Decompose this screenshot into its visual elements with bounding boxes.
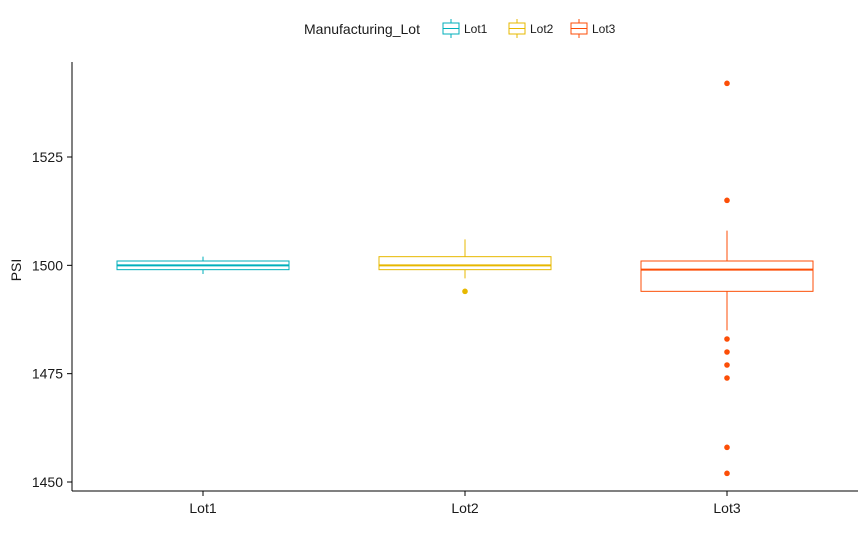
outlier-point [724,336,730,342]
y-tick-label: 1475 [32,366,63,382]
outlier-point [724,444,730,451]
box-lot1 [116,256,290,274]
legend-item-lot2: Lot2 [508,19,554,38]
y-axis-title: PSI [8,259,24,282]
box-iqr [378,256,552,271]
x-tick-label: Lot2 [451,500,478,516]
outlier-point [724,197,730,204]
legend-item-lot3: Lot3 [570,19,616,38]
outlier-point [462,288,468,295]
legend: Manufacturing_Lot Lot1 Lot2 Lot3 [304,19,616,38]
y-tick-label: 1500 [32,257,63,273]
outlier-point [724,349,730,355]
outlier-point [724,80,730,87]
outlier-point [724,470,730,477]
legend-items: Lot1 Lot2 Lot3 [442,19,616,38]
x-tick-label: Lot3 [713,500,740,516]
box-lot2 [378,239,552,295]
legend-item-lot1: Lot1 [442,19,488,38]
y-axis-ticks: 1450 1475 1500 1525 [32,149,72,490]
box-lot3 [640,80,814,477]
legend-label: Lot1 [464,22,488,36]
y-tick-label: 1525 [32,149,63,165]
x-axis-ticks: Lot1 Lot2 Lot3 [189,491,741,516]
box-plot-series [116,80,814,477]
outlier-point [724,362,730,368]
outlier-point [724,375,730,381]
box-iqr [640,260,814,292]
legend-label: Lot3 [592,22,616,36]
legend-title: Manufacturing_Lot [304,21,420,37]
x-tick-label: Lot1 [189,500,216,516]
y-tick-label: 1450 [32,474,63,490]
legend-label: Lot2 [530,22,554,36]
